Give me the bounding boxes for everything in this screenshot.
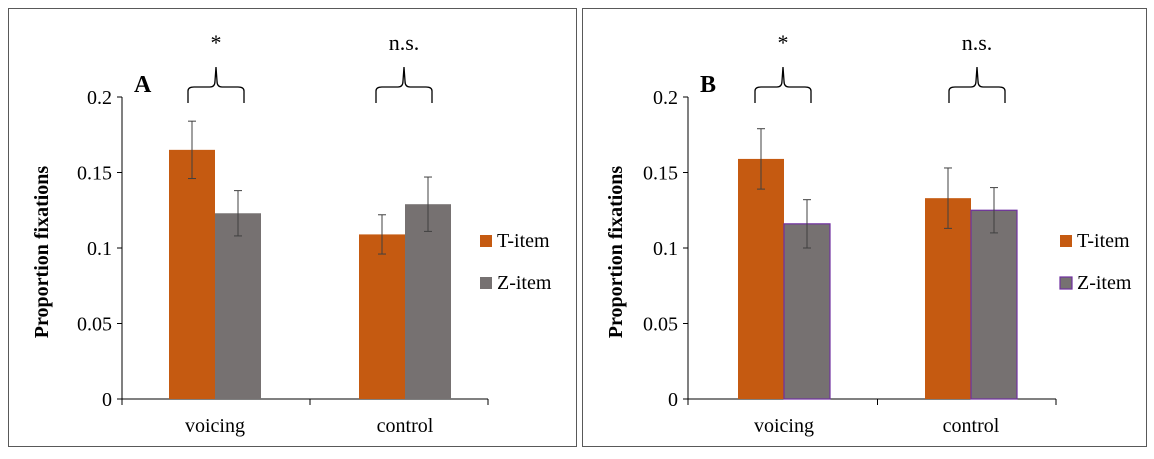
legend-swatch-t-item [480, 235, 492, 247]
significance-brace [754, 66, 812, 103]
y-tick-label: 0.15 [77, 163, 112, 185]
significance-label: * [211, 30, 222, 55]
legend-swatch-z-item [480, 277, 492, 289]
y-tick-label: 0.2 [653, 87, 678, 109]
bar-z-item-control [970, 209, 1018, 400]
bar-t-item-control [359, 234, 405, 399]
significance-brace [948, 66, 1006, 103]
legend-label-t-item: T-item [1077, 230, 1130, 252]
y-axis-title: Proportion fixations [605, 166, 627, 339]
bar-t-item-voicing [169, 149, 215, 399]
y-tick-label: 0 [102, 389, 112, 411]
panel-label: B [700, 72, 716, 98]
bar-z-item-voicing [783, 223, 831, 400]
y-tick-label: 0.05 [77, 314, 112, 336]
chart-panel-a: A 0 0.05 0.1 0.15 0.2 Proportion fixations voic… [8, 8, 577, 447]
y-tick-label: 0.05 [643, 314, 678, 336]
x-tick-label-voicing: voicing [185, 415, 245, 437]
y-axis-title: Proportion fixations [31, 166, 53, 339]
legend-swatch-z-item [1059, 276, 1073, 290]
significance-label: n.s. [962, 30, 993, 55]
x-tick-label-control: control [943, 415, 1000, 437]
panel-frame [8, 8, 577, 447]
legend-swatch-t-item [1060, 235, 1072, 247]
significance-label: n.s. [389, 30, 420, 55]
bar-z-item-control [405, 204, 451, 399]
legend-label-z-item: Z-item [497, 272, 552, 294]
x-tick-label-control: control [377, 415, 434, 437]
panel-frame [582, 8, 1147, 447]
legend-label-t-item: T-item [497, 230, 550, 252]
bar-z-item-voicing [215, 213, 261, 399]
significance-label: * [778, 30, 789, 55]
bar-t-item-voicing [738, 158, 784, 399]
chart-panel-b: B 0 0.05 0.1 0.15 0.2 Proportion fixations voic… [582, 8, 1147, 447]
legend-label-z-item: Z-item [1077, 272, 1132, 294]
y-tick-label: 0.15 [643, 163, 678, 185]
y-tick-label: 0 [668, 389, 678, 411]
panel-label: A [134, 72, 152, 98]
significance-brace [187, 66, 245, 103]
x-tick-label-voicing: voicing [754, 415, 814, 437]
y-tick-label: 0.2 [87, 87, 112, 109]
y-tick-label: 0.1 [87, 238, 112, 260]
y-tick-label: 0.1 [653, 238, 678, 260]
bar-t-item-control [925, 198, 971, 399]
significance-brace [375, 66, 433, 103]
